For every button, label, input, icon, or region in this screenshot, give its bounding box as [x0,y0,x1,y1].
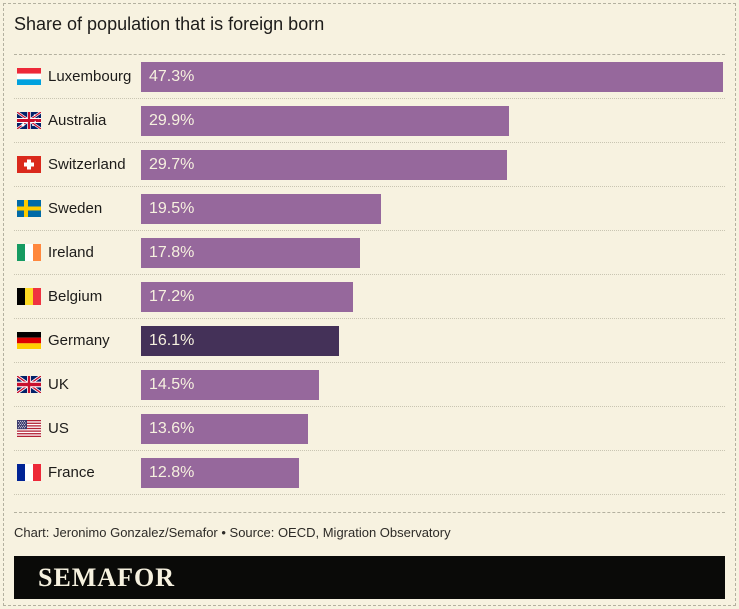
value-bar: 29.7% [141,149,507,180]
country-label: Belgium [48,288,103,305]
value-bar: 13.6% [141,413,309,444]
chart-row: Luxembourg 47.3% [14,55,725,99]
flag-germany-icon [17,332,41,349]
country-label: Sweden [48,200,103,217]
country-label: Ireland [48,244,94,261]
row-label-area: Sweden [14,200,141,217]
flag-uk-icon [17,376,41,393]
country-label: UK [48,376,69,393]
bar-zone: 17.8% [141,237,725,268]
bar-zone: 29.7% [141,149,725,180]
value-bar: 19.5% [141,193,382,224]
value-bar: 47.3% [141,61,724,92]
value-label: 17.8% [149,243,195,261]
value-label: 12.8% [149,463,195,481]
country-label: Luxembourg [48,68,132,85]
flag-switzerland-icon [17,156,41,173]
chart-row: UK 14.5% [14,363,725,407]
flag-sweden-icon [17,200,41,217]
row-label-area: Ireland [14,244,141,261]
chart-row: Sweden 19.5% [14,187,725,231]
bar-zone: 19.5% [141,193,725,224]
chart-row: France 12.8% [14,451,725,495]
country-label: Australia [48,112,107,129]
chart-rows: Luxembourg 47.3% Australia 29.9% Switzer… [14,55,725,495]
value-bar: 12.8% [141,457,299,488]
row-label-area: Belgium [14,288,141,305]
value-label: 16.1% [149,331,195,349]
bar-zone: 29.9% [141,105,725,136]
value-bar: 29.9% [141,105,510,136]
value-label: 13.6% [149,419,195,437]
row-label-area: UK [14,376,141,393]
semafor-logo: SEMAFOR [38,562,175,592]
bar-zone: 13.6% [141,413,725,444]
chart-title: Share of population that is foreign born [14,14,325,34]
country-label: Switzerland [48,156,126,173]
row-label-area: Switzerland [14,156,141,173]
chart-row: US 13.6% [14,407,725,451]
value-label: 17.2% [149,287,195,305]
flag-australia-icon [17,112,41,129]
value-label: 29.7% [149,155,195,173]
row-label-area: France [14,464,141,481]
chart-row: Belgium 17.2% [14,275,725,319]
chart-row: Ireland 17.8% [14,231,725,275]
value-bar: 14.5% [141,369,320,400]
value-bar: 17.8% [141,237,361,268]
chart-row: Australia 29.9% [14,99,725,143]
chart-content: Share of population that is foreign born… [14,0,725,599]
bar-zone: 14.5% [141,369,725,400]
chart-row: Germany 16.1% [14,319,725,363]
flag-ireland-icon [17,244,41,261]
value-label: 14.5% [149,375,195,393]
row-label-area: Germany [14,332,141,349]
footer-divider [14,512,725,513]
value-bar: 16.1% [141,325,340,356]
bar-zone: 16.1% [141,325,725,356]
brand-bar: SEMAFOR [14,556,725,599]
row-label-area: Australia [14,112,141,129]
title-divider [14,54,725,55]
value-label: 29.9% [149,111,195,129]
chart-row: Switzerland 29.7% [14,143,725,187]
bar-zone: 12.8% [141,457,725,488]
country-label: Germany [48,332,110,349]
country-label: US [48,420,69,437]
value-label: 19.5% [149,199,195,217]
value-label: 47.3% [149,67,195,85]
flag-luxembourg-icon [17,68,41,85]
credit-line: Chart: Jeronimo Gonzalez/Semafor • Sourc… [14,525,451,540]
country-label: France [48,464,95,481]
value-bar: 17.2% [141,281,353,312]
bar-zone: 17.2% [141,281,725,312]
bar-zone: 47.3% [141,61,725,92]
row-label-area: US [14,420,141,437]
flag-us-icon [17,420,41,437]
flag-france-icon [17,464,41,481]
row-label-area: Luxembourg [14,68,141,85]
flag-belgium-icon [17,288,41,305]
